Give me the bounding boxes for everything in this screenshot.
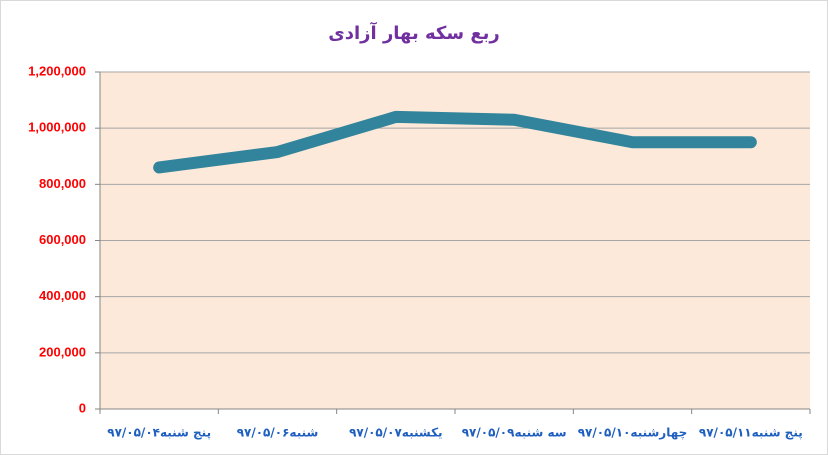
- y-tick-label: 200,000: [39, 344, 86, 359]
- x-tick-label: پنج شنبه۹۷/۰۵/۰۴: [107, 426, 211, 440]
- y-tick-label: 800,000: [39, 176, 86, 191]
- chart-title: ربع سکه بهار آزادی: [328, 21, 500, 44]
- x-tick-label: پنج شنبه۹۷/۰۵/۱۱: [699, 426, 803, 440]
- y-tick-label: 1,000,000: [28, 120, 86, 135]
- data-line: [153, 110, 757, 174]
- y-tick-label: 1,200,000: [28, 63, 86, 78]
- y-tick-label: 600,000: [39, 232, 86, 247]
- x-tick-label: چهارشنبه۹۷/۰۵/۱۰: [578, 426, 688, 440]
- y-tick-label: 400,000: [39, 288, 86, 303]
- x-tick-label: سه شنبه۹۷/۰۵/۰۹: [462, 426, 567, 440]
- x-tick-label: شنبه۹۷/۰۵/۰۶: [237, 426, 319, 440]
- y-tick-label: 0: [79, 400, 86, 415]
- x-tick-label: یکشنبه۹۷/۰۵/۰۷: [349, 426, 443, 440]
